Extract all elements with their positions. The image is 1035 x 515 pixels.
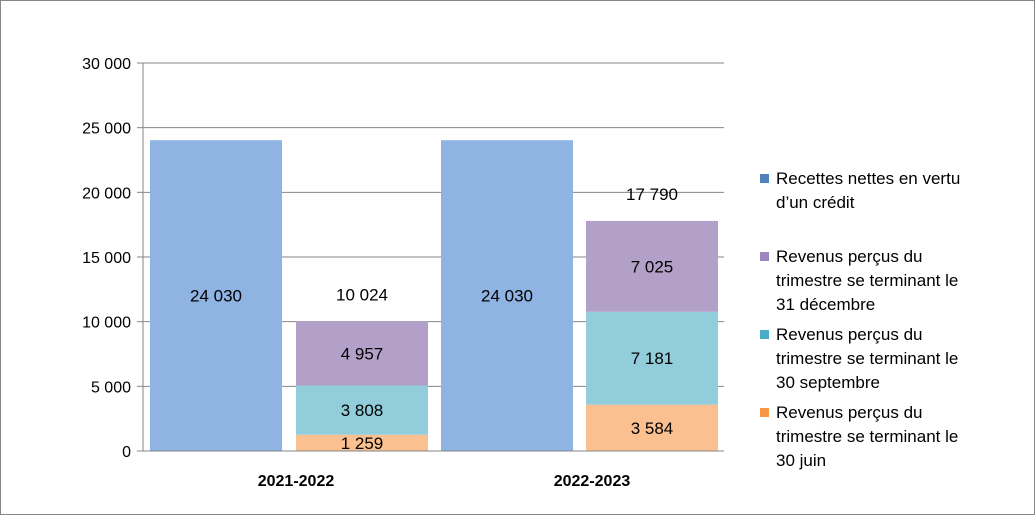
bar-segment xyxy=(586,220,718,312)
legend-swatch xyxy=(760,408,769,417)
bars xyxy=(150,140,718,451)
segment-value-label: 1 259 xyxy=(341,434,384,453)
bar-segment xyxy=(586,311,718,405)
y-tick-label: 25 000 xyxy=(82,121,131,138)
y-tick-label: 5 000 xyxy=(91,379,131,396)
legend-label: Revenus perçus du xyxy=(776,403,922,422)
y-tick-label: 0 xyxy=(122,444,131,461)
legend-label: trimestre se terminant le xyxy=(776,427,958,446)
y-tick-label: 20 000 xyxy=(82,185,131,202)
segment-value-label: 3 808 xyxy=(341,401,384,420)
segment-value-label: 3 584 xyxy=(631,419,674,438)
legend-label: d’un crédit xyxy=(776,193,855,212)
y-tick-label: 15 000 xyxy=(82,250,131,267)
category-label: 2022-2023 xyxy=(554,473,631,490)
segment-value-label: 7 181 xyxy=(631,349,674,368)
bar xyxy=(150,140,282,451)
bar xyxy=(441,140,573,451)
legend-swatch xyxy=(760,252,769,261)
data-labels: 24 030 1 259 3 808 4 957 10 024 24 030 3 584 7 … xyxy=(190,185,678,453)
legend-label: 30 juin xyxy=(776,451,826,470)
axes: 0 5 000 10 000 15 000 20 000 25 000 30 000 2021… xyxy=(82,56,724,490)
y-tick-label: 30 000 xyxy=(82,56,131,73)
total-value-label: 10 024 xyxy=(336,285,388,304)
legend: Recettes nettes en vertu d’un crédit Reven… xyxy=(760,169,960,470)
bar-segment xyxy=(296,385,428,435)
legend-swatch xyxy=(760,174,769,183)
total-value-label: 17 790 xyxy=(626,185,678,204)
legend-label: Recettes nettes en vertu xyxy=(776,169,960,188)
legend-label: trimestre se terminant le xyxy=(776,349,958,368)
bar-value-label: 24 030 xyxy=(481,287,533,306)
segment-value-label: 4 957 xyxy=(341,344,384,363)
bar-segment xyxy=(586,404,718,451)
bar-value-label: 24 030 xyxy=(190,287,242,306)
bar-segment xyxy=(296,321,428,386)
legend-swatch xyxy=(760,330,769,339)
legend-label: 31 décembre xyxy=(776,295,875,314)
legend-label: trimestre se terminant le xyxy=(776,271,958,290)
bar-segment xyxy=(296,434,428,451)
legend-label: Revenus perçus du xyxy=(776,247,922,266)
legend-label: Revenus perçus du xyxy=(776,325,922,344)
category-label: 2021-2022 xyxy=(258,473,335,490)
legend-label: 30 septembre xyxy=(776,373,880,392)
segment-value-label: 7 025 xyxy=(631,257,674,276)
y-tick-label: 10 000 xyxy=(82,315,131,332)
